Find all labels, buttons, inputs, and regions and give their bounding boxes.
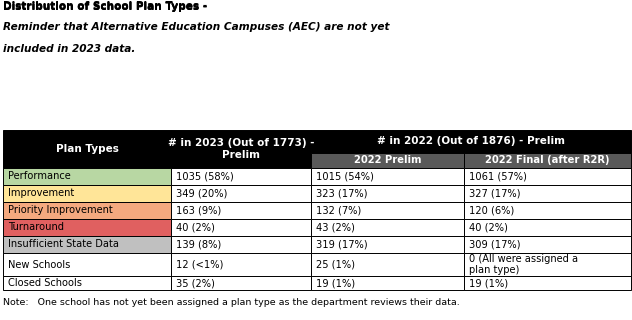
Bar bbox=[3, 185, 171, 202]
Bar bbox=[311, 276, 465, 290]
Text: 139 (8%): 139 (8%) bbox=[176, 239, 222, 249]
Text: Improvement: Improvement bbox=[8, 188, 75, 198]
Text: 319 (17%): 319 (17%) bbox=[316, 239, 367, 249]
Bar bbox=[3, 219, 171, 236]
Text: 1035 (58%): 1035 (58%) bbox=[176, 172, 234, 181]
Text: Distribution of School Plan Types -: Distribution of School Plan Types - bbox=[3, 2, 211, 12]
Bar bbox=[465, 253, 631, 276]
Bar bbox=[465, 219, 631, 236]
Text: 43 (2%): 43 (2%) bbox=[316, 222, 355, 232]
Bar bbox=[3, 168, 171, 185]
Text: 40 (2%): 40 (2%) bbox=[470, 222, 508, 232]
Text: 40 (2%): 40 (2%) bbox=[176, 222, 216, 232]
Bar bbox=[465, 202, 631, 219]
Text: Distribution of School Plan Types -: Distribution of School Plan Types - bbox=[3, 2, 211, 12]
Text: Note:   One school has not yet been assigned a plan type as the department revie: Note: One school has not yet been assign… bbox=[3, 298, 460, 307]
Bar bbox=[311, 219, 465, 236]
Bar bbox=[171, 202, 311, 219]
Text: 349 (20%): 349 (20%) bbox=[176, 188, 228, 198]
Text: 2022 Prelim: 2022 Prelim bbox=[354, 156, 422, 165]
Bar bbox=[311, 153, 465, 168]
Bar bbox=[465, 276, 631, 290]
Bar bbox=[3, 276, 171, 290]
Bar bbox=[171, 253, 311, 276]
Bar bbox=[171, 276, 311, 290]
Text: 2022 Final (after R2R): 2022 Final (after R2R) bbox=[485, 156, 610, 165]
Text: 19 (1%): 19 (1%) bbox=[470, 278, 509, 288]
Text: Insufficient State Data: Insufficient State Data bbox=[8, 239, 119, 249]
Text: 309 (17%): 309 (17%) bbox=[470, 239, 521, 249]
Text: Plan Types: Plan Types bbox=[56, 144, 119, 154]
Bar bbox=[3, 236, 171, 253]
Bar bbox=[3, 202, 171, 219]
Text: 323 (17%): 323 (17%) bbox=[316, 188, 367, 198]
Text: Closed Schools: Closed Schools bbox=[8, 278, 82, 288]
Text: 0 (All were assigned a
plan type): 0 (All were assigned a plan type) bbox=[470, 254, 579, 276]
Text: 19 (1%): 19 (1%) bbox=[316, 278, 355, 288]
Bar bbox=[171, 153, 311, 168]
Text: 327 (17%): 327 (17%) bbox=[470, 188, 521, 198]
Text: included in 2023 data.: included in 2023 data. bbox=[3, 44, 135, 54]
Text: # in 2022 (Out of 1876) - Prelim: # in 2022 (Out of 1876) - Prelim bbox=[377, 136, 565, 146]
Bar bbox=[311, 202, 465, 219]
Bar bbox=[311, 130, 631, 153]
Text: 120 (6%): 120 (6%) bbox=[470, 205, 514, 215]
Bar bbox=[465, 153, 631, 168]
Text: Distribution of School Plan Types -: Distribution of School Plan Types - bbox=[3, 1, 211, 11]
Text: New Schools: New Schools bbox=[8, 260, 71, 270]
Bar bbox=[3, 130, 171, 168]
Bar bbox=[311, 185, 465, 202]
Bar bbox=[171, 130, 311, 168]
Text: 132 (7%): 132 (7%) bbox=[316, 205, 361, 215]
Bar bbox=[171, 168, 311, 185]
Bar bbox=[311, 236, 465, 253]
Bar bbox=[311, 168, 465, 185]
Text: Priority Improvement: Priority Improvement bbox=[8, 205, 113, 215]
Text: Turnaround: Turnaround bbox=[8, 222, 64, 232]
Bar bbox=[465, 168, 631, 185]
Text: 12 (<1%): 12 (<1%) bbox=[176, 260, 224, 270]
Text: 35 (2%): 35 (2%) bbox=[176, 278, 216, 288]
Text: 163 (9%): 163 (9%) bbox=[176, 205, 222, 215]
Bar bbox=[171, 236, 311, 253]
Text: 1015 (54%): 1015 (54%) bbox=[316, 172, 374, 181]
Text: Performance: Performance bbox=[8, 172, 71, 181]
Text: # in 2023 (Out of 1773) -
Prelim: # in 2023 (Out of 1773) - Prelim bbox=[167, 138, 314, 160]
Bar bbox=[171, 185, 311, 202]
Text: Reminder that Alternative Education Campuses (AEC) are not yet: Reminder that Alternative Education Camp… bbox=[3, 22, 390, 32]
Bar bbox=[3, 153, 171, 168]
Text: 1061 (57%): 1061 (57%) bbox=[470, 172, 527, 181]
Bar bbox=[465, 185, 631, 202]
Text: 25 (1%): 25 (1%) bbox=[316, 260, 355, 270]
Bar bbox=[3, 253, 171, 276]
Bar bbox=[465, 236, 631, 253]
Bar bbox=[311, 253, 465, 276]
Bar bbox=[171, 219, 311, 236]
